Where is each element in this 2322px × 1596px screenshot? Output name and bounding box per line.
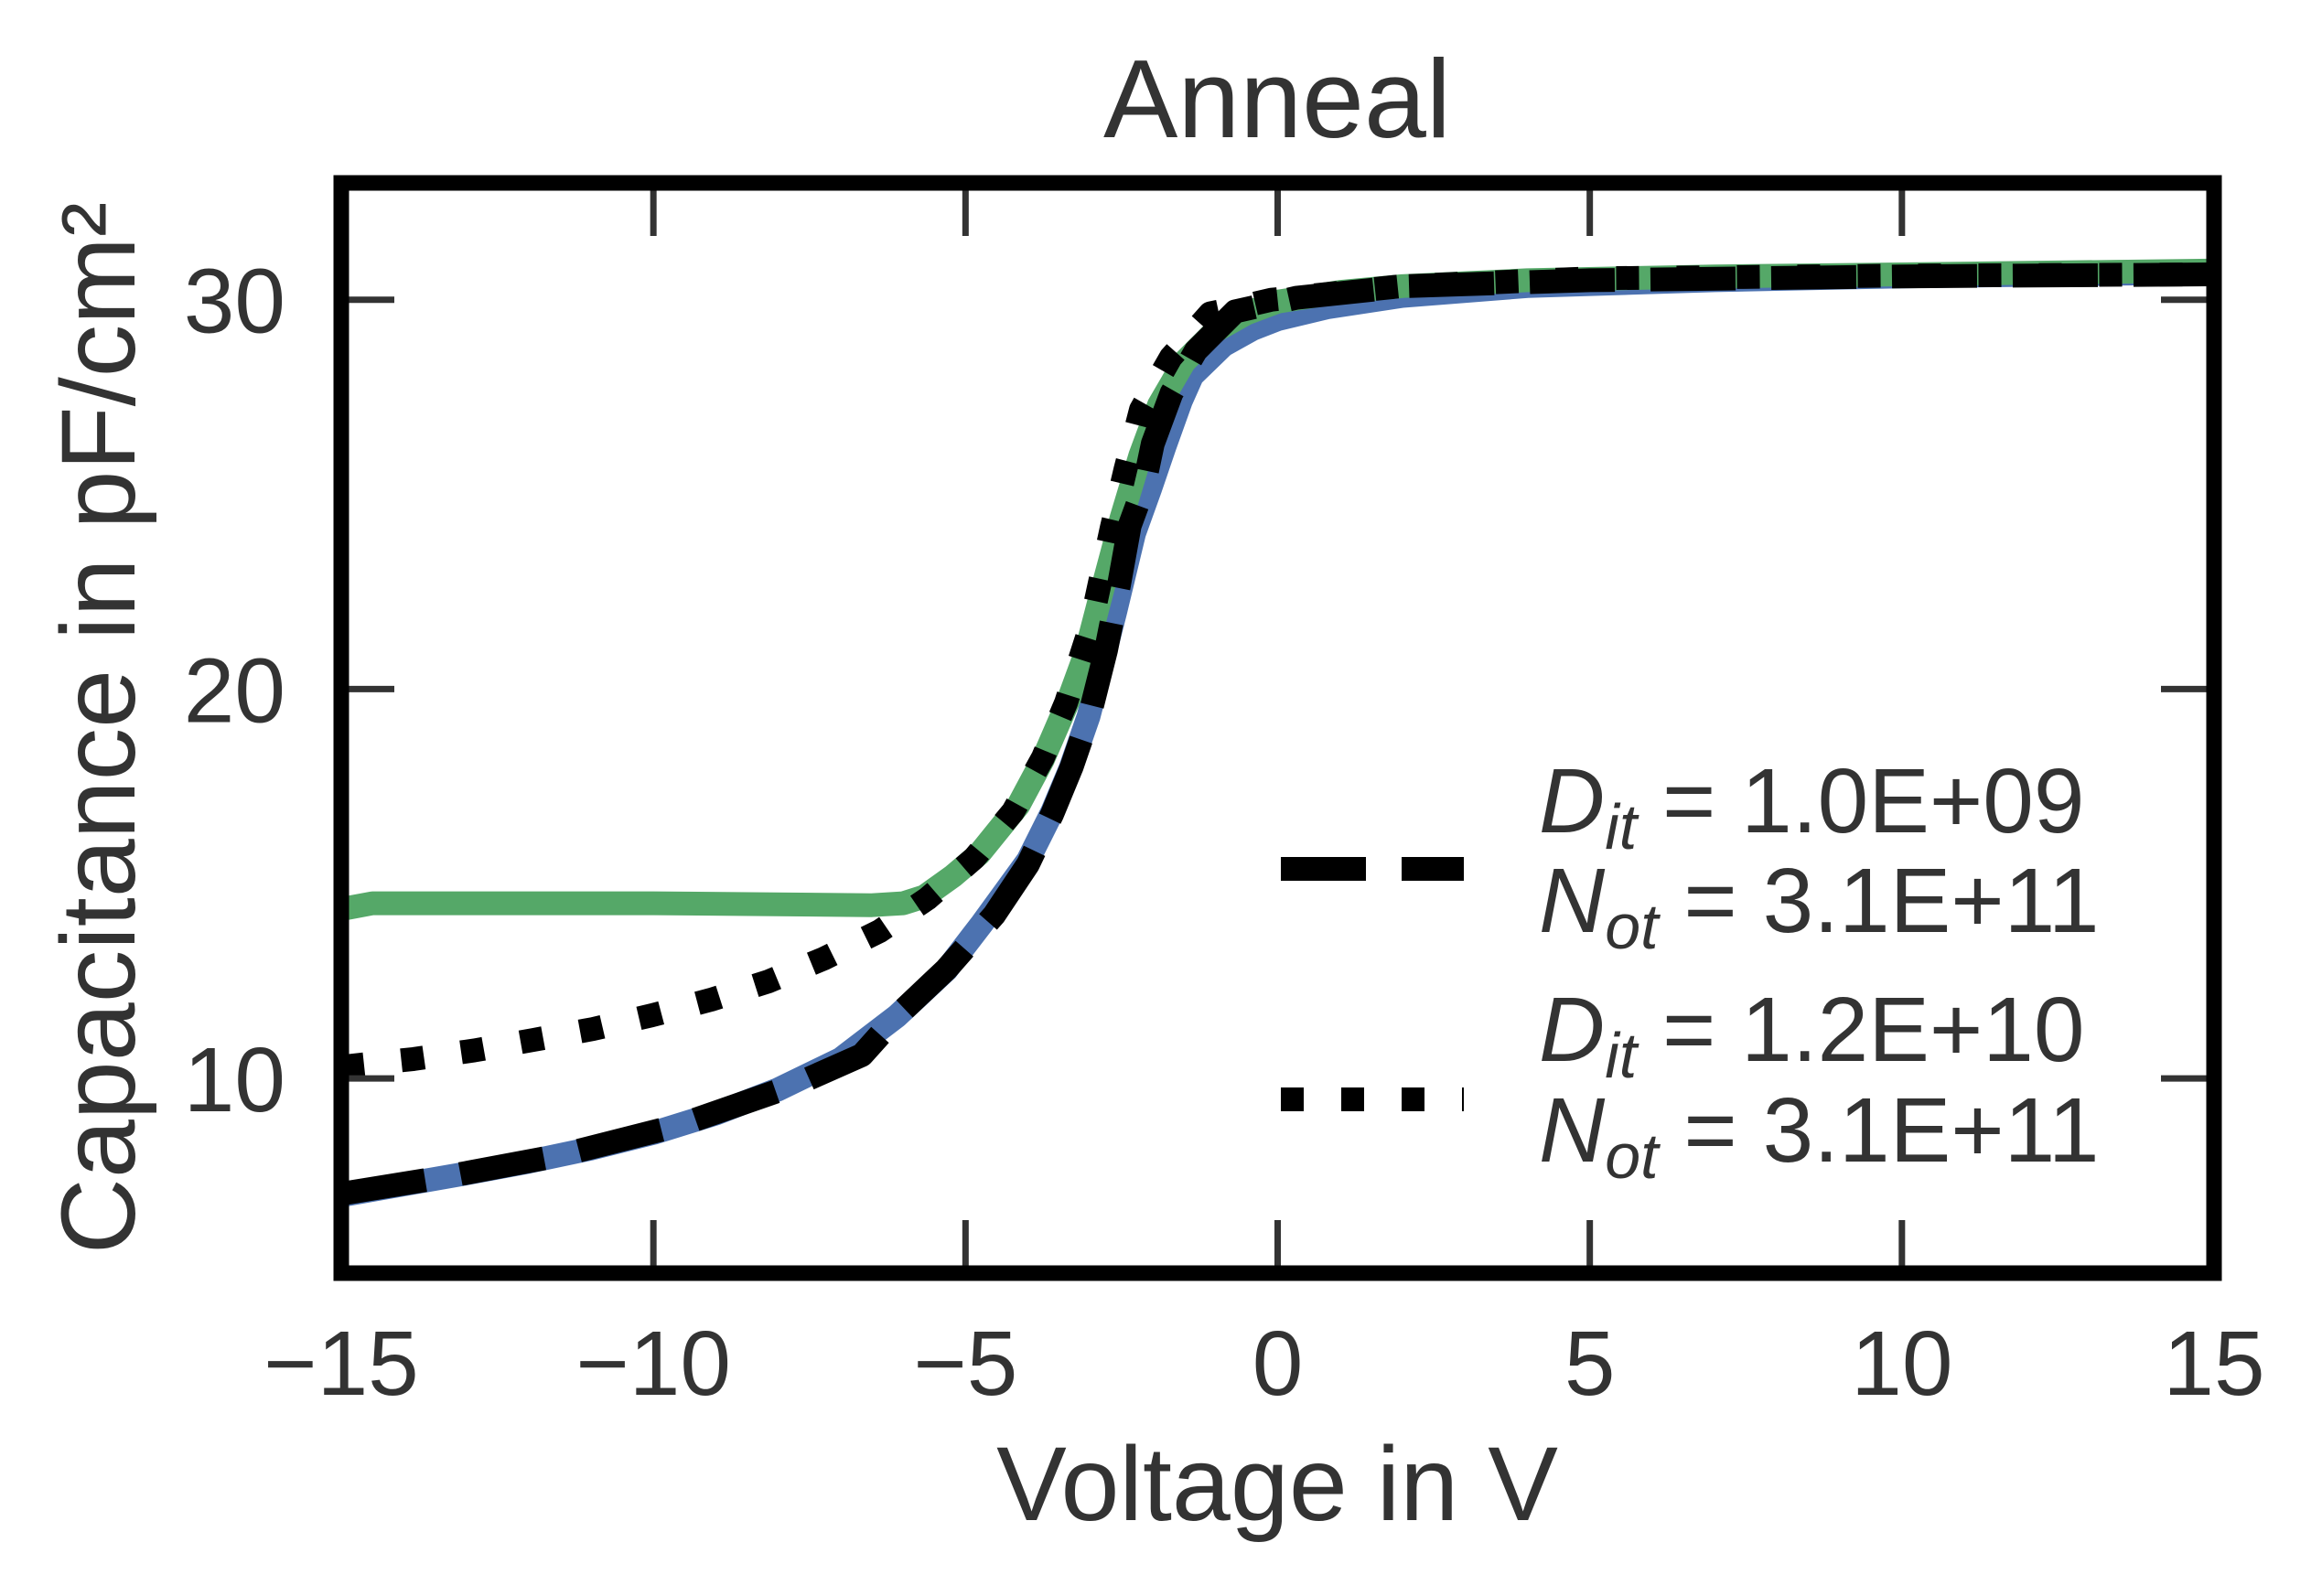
- x-axis-label: Voltage in V: [996, 1426, 1558, 1543]
- tick-labels-layer: −15 −10 −5 0 5 10 15 10 20 30: [184, 251, 2265, 1415]
- x-tick-label: −10: [575, 1312, 731, 1415]
- legend-label: Dit = 1.0E+09: [1539, 750, 2085, 862]
- legend-symbol: N: [1539, 850, 1606, 952]
- legend-label: Dit = 1.2E+10: [1539, 979, 2085, 1091]
- chart-title: Anneal: [1103, 37, 1451, 161]
- y-tick-label: 30: [184, 251, 285, 353]
- legend-value: = 3.1E+11: [1659, 1079, 2100, 1182]
- legend-symbol: D: [1539, 750, 1605, 852]
- legend-symbol: N: [1539, 1079, 1606, 1182]
- x-tick-label: −5: [913, 1312, 1017, 1415]
- legend-value: = 1.2E+10: [1637, 979, 2084, 1081]
- x-tick-label: 0: [1252, 1312, 1304, 1415]
- series-line-dashed-2: [341, 262, 2214, 1206]
- legend-subscript: it: [1605, 1020, 1639, 1091]
- legend-subscript: ot: [1605, 891, 1661, 962]
- y-tick-label: 20: [184, 639, 285, 742]
- legend-subscript: ot: [1605, 1120, 1661, 1192]
- axes-frame: [333, 175, 2222, 1281]
- plot-area: [341, 258, 2214, 1207]
- x-tick-label: 15: [2163, 1312, 2264, 1415]
- x-tick-label: 10: [1851, 1312, 1952, 1415]
- series-line-dotted-3: [341, 262, 2214, 1079]
- legend-subscript: it: [1605, 791, 1639, 862]
- ticks-layer: [341, 183, 2214, 1273]
- legend-label: Not = 3.1E+11: [1539, 1079, 2100, 1192]
- legend-value: = 1.0E+09: [1637, 750, 2084, 852]
- series-layer: [341, 258, 2214, 1207]
- x-tick-label: 5: [1564, 1312, 1616, 1415]
- legend-label: Not = 3.1E+11: [1539, 850, 2100, 962]
- legend-value: = 3.1E+11: [1659, 850, 2100, 952]
- y-axis-label: Capacitance in pF/cm²: [40, 202, 157, 1254]
- x-tick-label: −15: [263, 1312, 419, 1415]
- y-tick-label: 10: [184, 1029, 285, 1131]
- legend-symbol: D: [1539, 979, 1605, 1081]
